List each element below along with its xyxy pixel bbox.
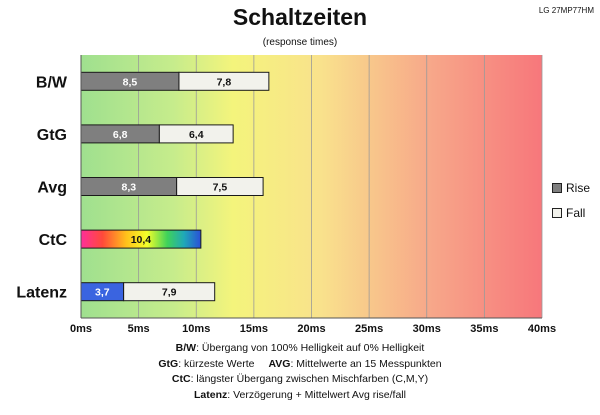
note-text: : längster Übergang zwischen Mischfarben… [190,373,429,385]
category-label: CtC [39,232,68,249]
category-label: B/W [36,74,68,91]
chart-subtitle: (response times) [262,37,338,48]
legend: Rise Fall [552,178,590,228]
x-tick-label: 5ms [128,323,150,335]
legend-item-rise: Rise [552,178,590,198]
data-label: 8,3 [122,182,137,194]
note-text: : kürzeste Werte [178,357,255,370]
data-label: 7,9 [162,287,177,299]
legend-label-fall: Fall [566,206,586,220]
x-tick-label: 25ms [355,323,383,335]
legend-item-fall: Fall [552,203,590,223]
x-tick-label: 15ms [240,323,268,335]
bar-segment-fall [176,177,264,196]
data-label: 6,4 [189,129,204,141]
data-label: 7,5 [213,182,228,194]
note-text: : Verzögerung + Mittelwert Avg rise/fall [227,388,406,401]
monitor-model-label: LG 27MP77HM [538,6,594,15]
note-key: B/W [175,342,197,354]
note-key: GtG [158,357,179,370]
category-label: Latenz [16,285,67,302]
x-tick-label: 20ms [297,323,325,335]
bar-segment-fall [123,282,216,302]
bar-segment-fall [178,71,270,91]
note-line-latenz: Latenz: Verzögerung + Mittelwert Avg ris… [0,388,600,404]
data-label: 3,7 [95,287,110,299]
note-key: Latenz [194,388,228,401]
x-tick-label: 10ms [182,323,210,335]
bar-segment-fall [158,124,234,144]
note-line-gtg-avg: GtG: kürzeste Werte AVG: Mittelwerte an 1… [0,357,600,373]
note-key: AVG [268,357,291,370]
data-label: 6,8 [113,129,128,141]
note-line-bw: B/W: Übergang von 100% Helligkeit auf 0%… [0,341,600,357]
data-label: 8,5 [123,76,138,88]
legend-swatch-fall [552,208,562,218]
note-text: : Übergang von 100% Helligkeit auf 0% He… [196,342,425,354]
legend-label-rise: Rise [566,181,591,195]
notes: B/W: Übergang von 100% Helligkeit auf 0%… [0,341,600,403]
note-text: : Mittelwerte an 15 Messpunkten [290,357,442,370]
x-tick-label: 0ms [70,323,92,335]
x-tick-label: 35ms [470,323,498,335]
category-label: Avg [37,180,67,197]
chart-title: Schaltzeiten [232,4,368,30]
note-key: CtC [171,373,191,385]
x-tick-label: 40ms [528,323,556,335]
x-tick-label: 30ms [413,323,441,335]
data-label: 7,8 [217,76,232,88]
legend-swatch-rise [552,183,562,193]
data-label: 10,4 [131,234,152,246]
category-label: GtG [37,127,67,144]
note-line-ctc: CtC: längster Übergang zwischen Mischfar… [0,372,600,388]
